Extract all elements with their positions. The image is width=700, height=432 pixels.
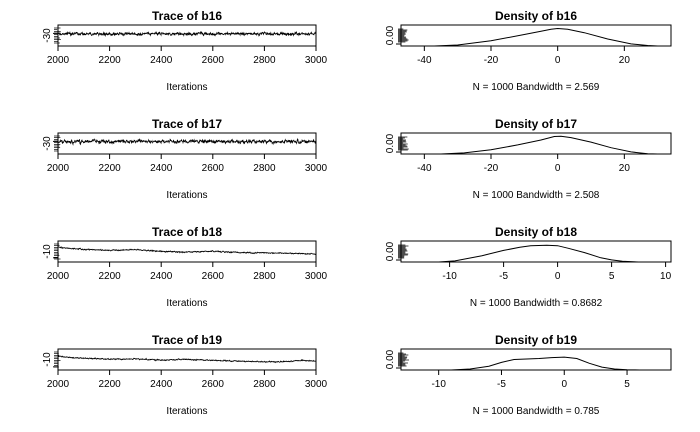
plot-frame xyxy=(400,24,672,47)
panel-8: Density of b19 -10 -5 0 5 0.00 N = 1000 Bandwi… xyxy=(385,333,672,417)
panel-title: Trace of b17 xyxy=(152,117,222,131)
plot-frame xyxy=(57,24,317,47)
panel-1: Trace of b16 2000 2200 2400 2600 2800 3000 -30 I… xyxy=(42,9,328,93)
x-axis-label: N = 1000 Bandwidth = 2.569 xyxy=(473,82,600,93)
x-tick-label: 0 xyxy=(555,163,561,174)
panel-title: Density of b16 xyxy=(495,9,577,23)
x-tick-label: 2400 xyxy=(150,271,173,282)
panel-title: Density of b17 xyxy=(495,117,577,131)
x-tick-label: 10 xyxy=(660,271,672,282)
x-tick-label: 3000 xyxy=(305,55,328,66)
x-axis-label: N = 1000 Bandwidth = 0.785 xyxy=(473,406,600,417)
x-tick-label: 20 xyxy=(619,163,631,174)
panel-title: Trace of b16 xyxy=(152,9,222,23)
density-curve xyxy=(434,27,658,47)
x-tick-label: 2000 xyxy=(47,271,70,282)
x-tick-label: 2400 xyxy=(150,163,173,174)
trace-line xyxy=(57,245,317,256)
trace-line xyxy=(57,30,317,38)
x-axis-label: N = 1000 Bandwidth = 2.508 xyxy=(473,190,600,201)
x-tick-label: 2200 xyxy=(98,55,121,66)
x-tick-label: 5 xyxy=(624,379,630,390)
x-tick-label: 2800 xyxy=(253,163,276,174)
trace-line xyxy=(57,354,317,364)
panel-5: Trace of b18 2000 2200 2400 2600 2800 3000 -10 I… xyxy=(42,225,328,309)
y-tick-label: 0.00 xyxy=(385,25,396,45)
x-tick-label: 3000 xyxy=(305,271,328,282)
x-tick-label: -20 xyxy=(484,163,499,174)
y-tick-label: -10 xyxy=(42,352,53,367)
panel-7: Trace of b19 2000 2200 2400 2600 2800 3000 -10 I… xyxy=(42,333,328,417)
x-tick-label: 2000 xyxy=(47,163,70,174)
x-axis-label: Iterations xyxy=(166,190,207,201)
x-tick-label: 2800 xyxy=(253,379,276,390)
x-tick-label: 2000 xyxy=(47,379,70,390)
panel-6: Density of b18 -10 -5 0 5 10 0.00 N = 1000 Band… xyxy=(385,225,672,309)
x-tick-label: -10 xyxy=(442,271,457,282)
x-tick-label: -10 xyxy=(431,379,446,390)
plot-frame xyxy=(400,132,672,155)
panel-4: Density of b17 -40 -20 0 20 0.00 N = 1000 Band… xyxy=(385,117,672,201)
plot-frame xyxy=(57,240,317,263)
panel-title: Density of b19 xyxy=(495,333,577,347)
x-tick-label: 2200 xyxy=(98,379,121,390)
trace-line xyxy=(57,137,317,146)
x-tick-label: 2200 xyxy=(98,163,121,174)
x-tick-label: 5 xyxy=(609,271,615,282)
panel-title: Density of b18 xyxy=(495,225,577,239)
y-tick-label: 0.00 xyxy=(385,349,396,369)
x-axis-label: Iterations xyxy=(166,298,207,309)
y-tick-label: -30 xyxy=(42,136,53,151)
x-tick-label: -5 xyxy=(499,271,508,282)
density-curve xyxy=(451,356,640,371)
y-tick-label: 0.00 xyxy=(385,241,396,261)
y-tick-label: 0.00 xyxy=(385,133,396,153)
x-tick-label: 2600 xyxy=(202,271,225,282)
x-tick-label: 2600 xyxy=(202,55,225,66)
x-tick-label: 2400 xyxy=(150,379,173,390)
panel-3: Trace of b17 2000 2200 2400 2600 2800 3000 -30 I… xyxy=(42,117,328,201)
x-tick-label: 0 xyxy=(555,55,561,66)
x-tick-label: -5 xyxy=(497,379,506,390)
x-tick-label: 2200 xyxy=(98,271,121,282)
x-tick-label: -40 xyxy=(417,163,432,174)
plot-frame xyxy=(57,132,317,155)
plot-frame xyxy=(400,240,672,263)
panel-title: Trace of b19 xyxy=(152,333,222,347)
x-axis-label: N = 1000 Bandwidth = 0.8682 xyxy=(470,298,603,309)
x-tick-label: 0 xyxy=(561,379,567,390)
x-tick-label: 2600 xyxy=(202,163,225,174)
plot-frame xyxy=(57,348,317,371)
x-tick-label: 0 xyxy=(555,271,561,282)
panel-2: Density of b16 -40 -20 0 20 0.00 N = 1000 Band… xyxy=(385,9,672,93)
x-tick-label: 3000 xyxy=(305,379,328,390)
x-tick-label: -20 xyxy=(484,55,499,66)
plot-frame xyxy=(400,348,672,371)
y-tick-label: -30 xyxy=(42,28,53,43)
x-tick-label: -40 xyxy=(417,55,432,66)
x-tick-label: 2400 xyxy=(150,55,173,66)
density-curve xyxy=(438,244,639,263)
x-tick-label: 3000 xyxy=(305,163,328,174)
x-axis-label: Iterations xyxy=(166,406,207,417)
x-tick-label: 2000 xyxy=(47,55,70,66)
x-tick-label: 2800 xyxy=(253,271,276,282)
y-tick-label: -10 xyxy=(42,244,53,259)
x-tick-label: 20 xyxy=(619,55,631,66)
x-tick-label: 2800 xyxy=(253,55,276,66)
x-tick-label: 2600 xyxy=(202,379,225,390)
density-curve xyxy=(440,135,658,155)
x-axis-label: Iterations xyxy=(166,82,207,93)
panel-title: Trace of b18 xyxy=(152,225,222,239)
